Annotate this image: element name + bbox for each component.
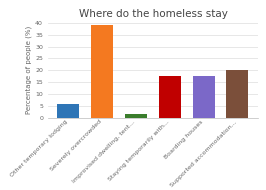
Bar (125, 114, 147, 118)
Bar (226, 70, 248, 118)
Title: Where do the homeless stay: Where do the homeless stay (78, 9, 227, 19)
Bar (159, 76, 181, 118)
Bar (193, 76, 215, 118)
Bar (57, 104, 80, 118)
Bar (91, 25, 113, 118)
Y-axis label: Percentage of people (%): Percentage of people (%) (26, 26, 32, 114)
